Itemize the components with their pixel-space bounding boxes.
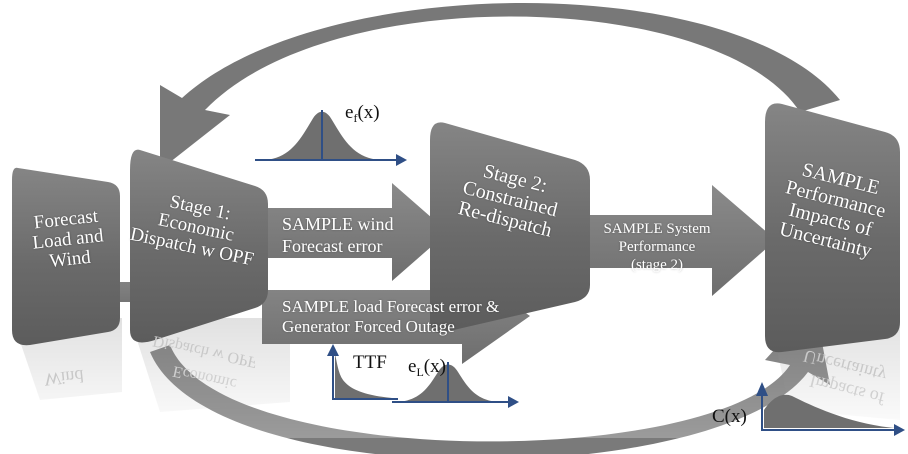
ttf-distribution-plot bbox=[327, 344, 398, 400]
box-sample-performance bbox=[765, 103, 900, 353]
ttf-label: TTF bbox=[353, 352, 387, 373]
el-distribution-plot bbox=[392, 362, 519, 408]
box-stage1 bbox=[130, 149, 268, 343]
arrow-wind-label: SAMPLE wind Forecast error bbox=[282, 214, 394, 256]
box-forecast-label: Forecast Load and Wind bbox=[31, 205, 105, 272]
box-forecast bbox=[12, 167, 120, 346]
cx-label: C(x) bbox=[712, 406, 747, 427]
el-label: eL(x) bbox=[408, 356, 446, 379]
cx-distribution-plot bbox=[756, 382, 905, 436]
ef-label: ef(x) bbox=[345, 102, 380, 125]
arrow-system-perf bbox=[590, 185, 776, 296]
ef-distribution-plot bbox=[255, 110, 407, 166]
arrow-system-label: SAMPLE System Performance (stage 2) bbox=[603, 221, 711, 273]
arrow-wind-error bbox=[262, 183, 448, 281]
arrow-load-label: SAMPLE load Forecast error & Generator F… bbox=[282, 297, 500, 337]
box-stage2 bbox=[430, 122, 590, 333]
